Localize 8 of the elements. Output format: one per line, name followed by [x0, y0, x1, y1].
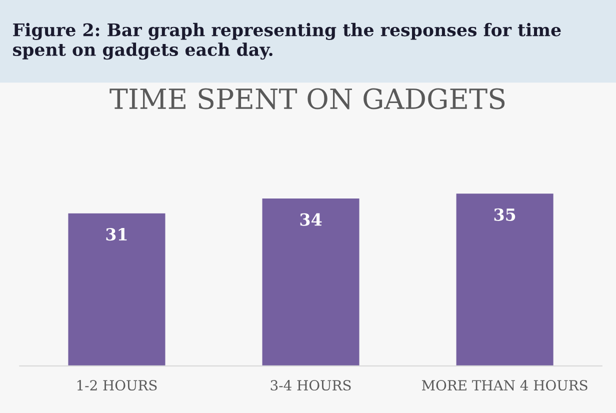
- chart-title: TIME SPENT ON GADGETS: [110, 88, 505, 110]
- x-tick-label: 1-2 HOURS: [77, 380, 157, 391]
- caption: Figure 2: Bar graph representing the responses for time spent on gadgets each day.: [13, 22, 561, 60]
- data-label: 35: [494, 208, 516, 221]
- x-tick-label: 3-4 HOURS: [270, 380, 351, 391]
- x-tick-label: MORE THAN 4 HOURS: [422, 380, 588, 391]
- data-label: 31: [106, 228, 127, 241]
- data-label: 34: [300, 213, 322, 226]
